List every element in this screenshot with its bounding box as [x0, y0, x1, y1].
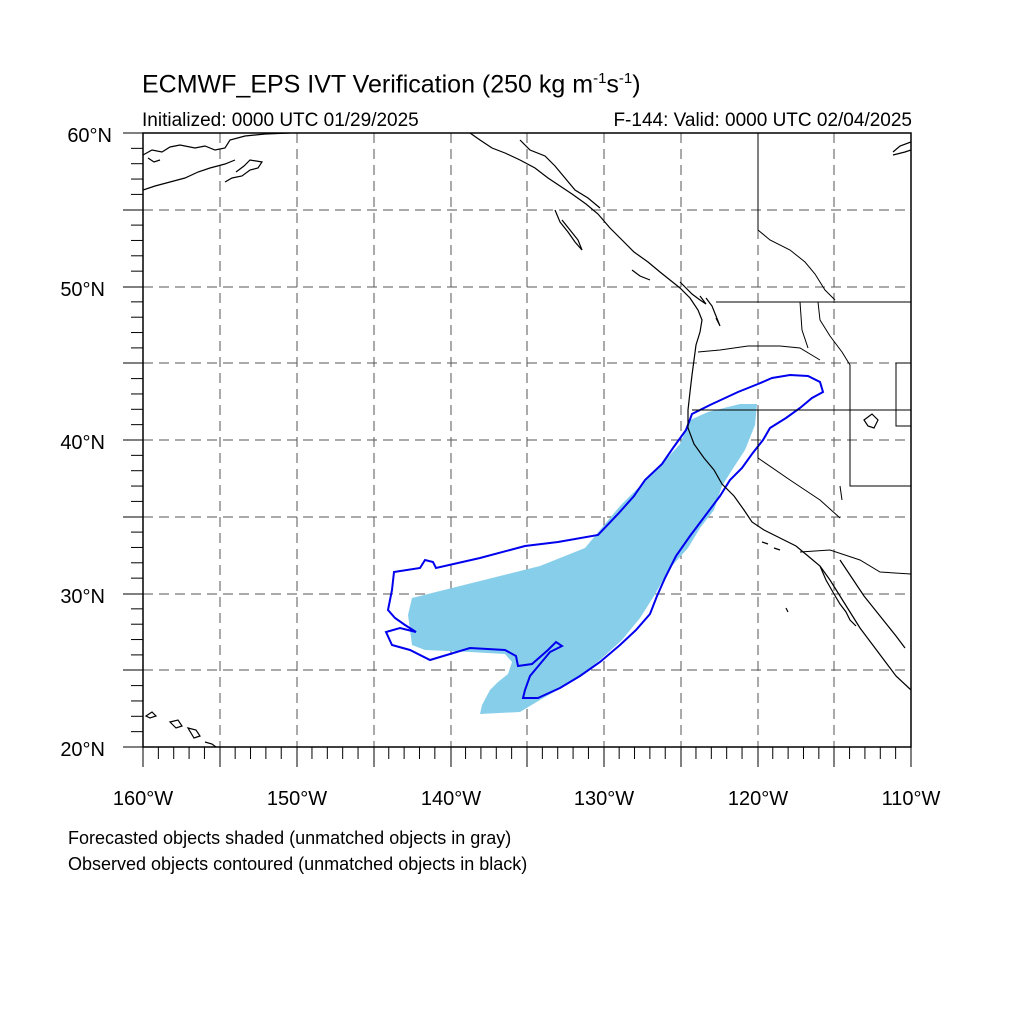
lon-label-130w: 130°W [574, 788, 634, 810]
forecast-note: Forecasted objects shaded (unmatched obj… [68, 828, 512, 848]
lon-label-150w: 150°W [267, 788, 327, 810]
observed-object-contour [384, 373, 825, 699]
coastlines [143, 133, 911, 747]
observed-note: Observed objects contoured (unmatched ob… [68, 854, 528, 874]
lat-label-20n: 20°N [60, 739, 105, 761]
lat-label-40n: 40°N [60, 432, 105, 454]
map-title: ECMWF_EPS IVT Verification (250 kg m-1s-… [142, 70, 641, 99]
latitude-labels: 60°N 50°N 40°N 30°N 20°N [60, 125, 112, 761]
lat-label-50n: 50°N [60, 279, 105, 301]
lon-label-120w: 120°W [728, 788, 788, 810]
political-borders [692, 133, 911, 575]
tick-marks [123, 132, 912, 767]
lon-label-110w: 110°W [882, 788, 941, 810]
legend-notes: Forecasted objects shaded (unmatched obj… [68, 825, 527, 877]
forecast-object [408, 404, 757, 714]
longitude-labels: 160°W 150°W 140°W 130°W 120°W 110°W [113, 788, 941, 810]
lat-label-30n: 30°N [60, 586, 105, 608]
valid-label: F-144: Valid: 0000 UTC 02/04/2025 [613, 110, 912, 131]
lat-label-60n: 60°N [67, 125, 112, 147]
grid-lines [143, 133, 911, 747]
minor-tick-marks [131, 147, 897, 759]
lon-label-160w: 160°W [113, 788, 173, 810]
lon-label-140w: 140°W [421, 788, 481, 810]
initialized-label: Initialized: 0000 UTC 01/29/2025 [142, 110, 419, 131]
